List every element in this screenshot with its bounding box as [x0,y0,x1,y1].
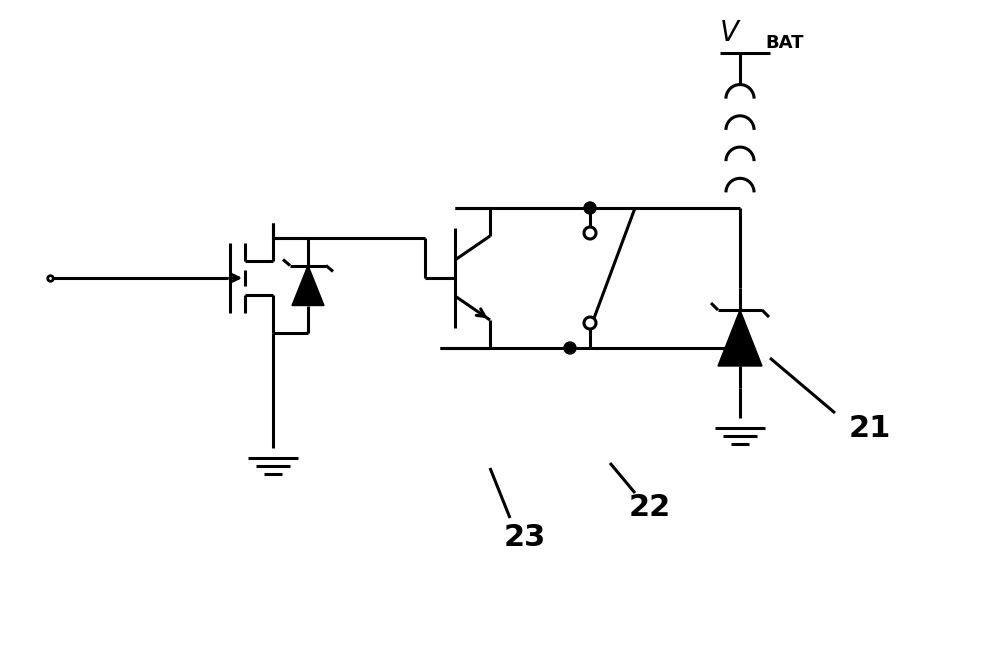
Polygon shape [292,265,324,305]
Circle shape [584,202,596,214]
Polygon shape [718,310,762,366]
Text: 22: 22 [629,494,671,522]
Text: 23: 23 [504,524,546,552]
Text: 21: 21 [849,413,891,442]
Circle shape [584,317,596,329]
Circle shape [584,227,596,239]
Circle shape [564,342,576,354]
Text: $V$: $V$ [719,19,741,47]
Text: BAT: BAT [765,34,804,52]
